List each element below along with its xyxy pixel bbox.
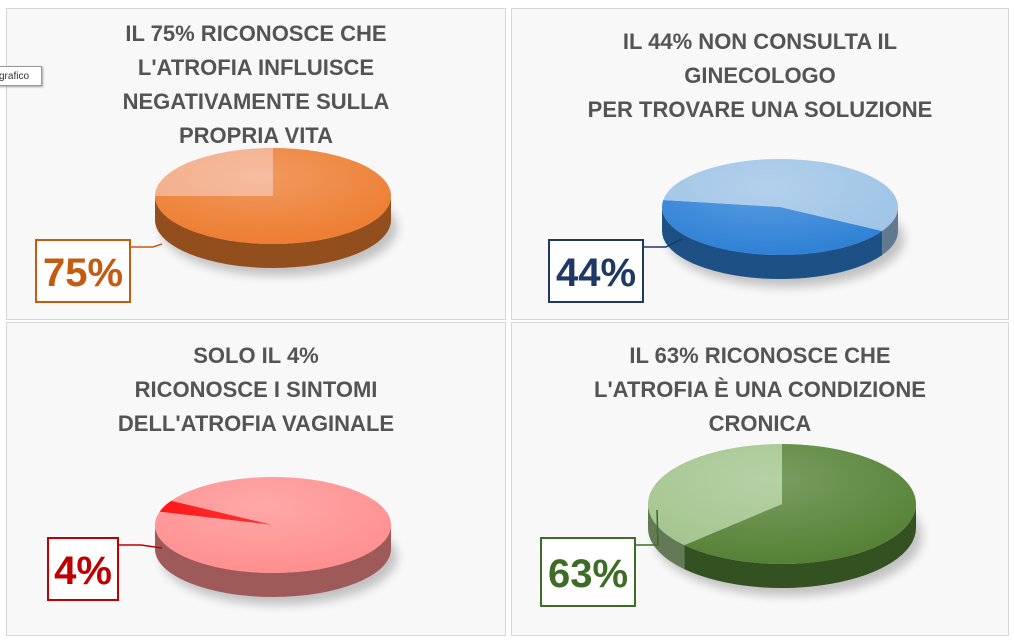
chart-title: IL 44% NON CONSULTA IL GINECOLOGO PER TR… bbox=[512, 25, 1008, 127]
callout-leader bbox=[644, 238, 683, 248]
chart-panel-4[interactable]: SOLO IL 4% RICONOSCE I SINTOMI DELL'ATRO… bbox=[6, 322, 506, 636]
chart-title-line: L'ATROFIA È UNA CONDIZIONE bbox=[594, 377, 926, 402]
pie-chart bbox=[131, 148, 397, 276]
pie-slice-side bbox=[648, 504, 685, 570]
callout-leader bbox=[636, 509, 659, 546]
chart-title-line: RICONOSCE I SINTOMI bbox=[134, 377, 378, 402]
chart-title-line: IL 75% RICONOSCE CHE bbox=[125, 21, 387, 46]
chart-title-line: L'ATROFIA INFLUISCE bbox=[137, 55, 375, 80]
chart-title: IL 63% RICONOSCE CHE L'ATROFIA È UNA CON… bbox=[512, 339, 1008, 441]
chart-title-line: PER TROVARE UNA SOLUZIONE bbox=[587, 97, 933, 122]
pie-gloss bbox=[155, 148, 391, 244]
chart-title-line: GINECOLOGO bbox=[684, 63, 836, 88]
pie-chart bbox=[119, 477, 397, 605]
chart-title-line: DELL'ATROFIA VAGINALE bbox=[117, 411, 395, 436]
pie-slice-side bbox=[882, 207, 898, 255]
pie-slice-side bbox=[662, 207, 883, 279]
pie-slice-side bbox=[684, 504, 916, 588]
chart-title: SOLO IL 4% RICONOSCE I SINTOMI DELL'ATRO… bbox=[7, 339, 505, 441]
chart-title: IL 75% RICONOSCE CHE L'ATROFIA INFLUISCE… bbox=[7, 17, 505, 153]
pie-gloss bbox=[662, 159, 898, 255]
chart-title-line: PROPRIA VITA bbox=[178, 123, 333, 148]
chart-panel-75[interactable]: IL 75% RICONOSCE CHE L'ATROFIA INFLUISCE… bbox=[6, 8, 506, 320]
chart-title-line: SOLO IL 4% bbox=[193, 343, 319, 368]
chart-title-line: IL 63% RICONOSCE CHE bbox=[629, 343, 891, 368]
pie-slice-side bbox=[155, 525, 391, 597]
pie-slice-side bbox=[155, 196, 391, 268]
chart-panel-44[interactable]: IL 44% NON CONSULTA IL GINECOLOGO PER TR… bbox=[511, 8, 1009, 320]
chart-title-line: CRONICA bbox=[708, 411, 812, 436]
chart-tooltip: grafico bbox=[0, 66, 42, 86]
data-label: 4% bbox=[47, 537, 119, 601]
pie-chart bbox=[644, 159, 904, 287]
pie-gloss bbox=[648, 444, 916, 564]
chart-title-line: IL 44% NON CONSULTA IL bbox=[622, 29, 898, 54]
data-label: 44% bbox=[548, 239, 644, 303]
callout-leader bbox=[119, 544, 163, 549]
data-label: 75% bbox=[35, 239, 131, 303]
pie-chart bbox=[636, 444, 922, 596]
chart-title-line: NEGATIVAMENTE SULLA bbox=[122, 89, 390, 114]
chart-panel-63[interactable]: IL 63% RICONOSCE CHE L'ATROFIA È UNA CON… bbox=[511, 322, 1009, 636]
callout-leader bbox=[131, 243, 163, 248]
data-label: 63% bbox=[540, 537, 636, 607]
pie-gloss bbox=[155, 477, 391, 573]
